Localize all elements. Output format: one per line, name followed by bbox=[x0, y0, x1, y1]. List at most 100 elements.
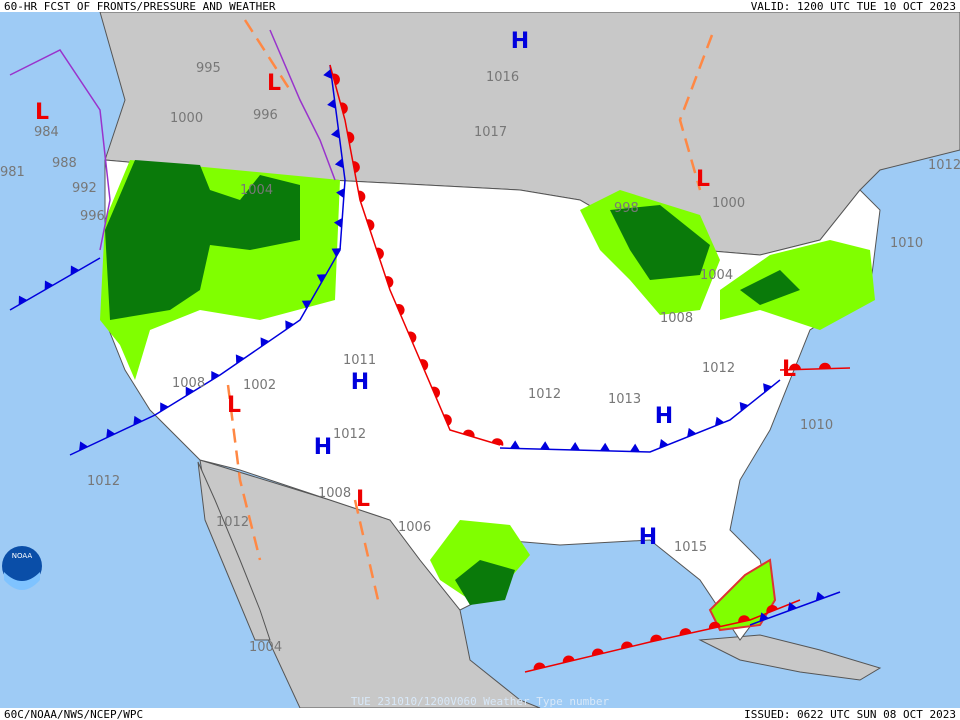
cold-front-symbol bbox=[815, 591, 826, 601]
warm-front-symbol bbox=[332, 73, 340, 86]
cold-front-symbol bbox=[79, 441, 89, 451]
cold-front-symbol bbox=[211, 370, 220, 381]
isobar-label: 1008 bbox=[660, 311, 693, 326]
warm-front-symbol bbox=[347, 131, 355, 144]
footer-left: 60C/NOAA/NWS/NCEP/WPC bbox=[4, 708, 143, 720]
pressure-center: L bbox=[356, 487, 370, 512]
troughs bbox=[226, 19, 714, 601]
warm-front-symbol bbox=[443, 414, 452, 426]
warm-front-symbol bbox=[562, 655, 575, 663]
pressure-center: L bbox=[696, 167, 710, 192]
cold-front-symbol bbox=[70, 265, 80, 275]
cold-front-symbol bbox=[44, 280, 54, 290]
cold-front bbox=[9, 257, 101, 311]
occluded-front bbox=[9, 49, 111, 251]
cold-front-symbol bbox=[327, 98, 336, 109]
isobar-label: 1010 bbox=[890, 236, 923, 251]
occluded-front bbox=[269, 29, 336, 181]
cold-front-symbol bbox=[569, 442, 580, 451]
warm-front-symbol bbox=[431, 386, 441, 399]
isobar-label: 1004 bbox=[240, 183, 273, 198]
cold-front-symbol bbox=[316, 274, 327, 283]
isobar-label: 1012 bbox=[528, 387, 561, 402]
pressure-center: H bbox=[511, 29, 529, 54]
warm-front-symbol bbox=[352, 161, 360, 174]
cold-front-symbol bbox=[629, 443, 640, 452]
cold-front-symbol bbox=[235, 354, 245, 364]
warm-front-symbol bbox=[491, 438, 504, 446]
cold-front-symbol bbox=[133, 415, 143, 426]
warm-front-symbol bbox=[708, 621, 721, 630]
cold-front-symbol bbox=[759, 612, 769, 622]
baja bbox=[197, 461, 271, 641]
warm-front-symbol bbox=[408, 331, 417, 344]
isobar-label: 1008 bbox=[318, 486, 351, 501]
labels: H H H H H L L L L L L 995 1000 984 988 992 996 981 996 1016… bbox=[0, 29, 960, 655]
cold-front-symbol bbox=[285, 320, 294, 330]
cuba bbox=[698, 634, 882, 681]
warm-front-symbol bbox=[621, 641, 633, 649]
isobar-label: 981 bbox=[0, 165, 25, 180]
isobar-label: 984 bbox=[34, 125, 59, 140]
isobar-label: 1012 bbox=[333, 427, 366, 442]
isobar-label: 1017 bbox=[474, 125, 507, 140]
pressure-center: L bbox=[267, 71, 281, 96]
stationary-front bbox=[499, 379, 781, 453]
warm-front-symbol bbox=[738, 615, 751, 623]
cold-front-symbol bbox=[787, 601, 797, 612]
cold-front-symbol bbox=[739, 402, 749, 412]
cold-front-symbol bbox=[323, 69, 332, 80]
cold-front-symbol bbox=[714, 416, 725, 427]
isobar-label: 1012 bbox=[702, 361, 735, 376]
warm-front-symbol bbox=[462, 429, 475, 438]
warm-front bbox=[524, 599, 801, 673]
footer-center: TUE 231010/1200V060 Weather Type number bbox=[351, 695, 610, 708]
isobar-label: 1011 bbox=[343, 353, 376, 368]
isobar-label: 1013 bbox=[608, 392, 641, 407]
warm-front-symbol bbox=[340, 102, 348, 115]
isobar-label: 996 bbox=[253, 108, 278, 123]
cold-front-symbol bbox=[659, 439, 669, 449]
cold-front-symbol bbox=[331, 248, 342, 257]
isobar-label: 1010 bbox=[800, 418, 833, 433]
cold-front-symbol bbox=[336, 188, 345, 199]
isobar-label: 1000 bbox=[170, 111, 203, 126]
isobar-label: 1004 bbox=[700, 268, 733, 283]
warm-front-symbol bbox=[358, 190, 366, 203]
cold-front-symbol bbox=[106, 428, 116, 438]
cold-front-symbol bbox=[539, 441, 550, 450]
cold-front-symbol bbox=[18, 295, 28, 305]
isobar-label: 996 bbox=[80, 209, 105, 224]
cold-front-symbol bbox=[260, 337, 270, 347]
header-bar bbox=[0, 0, 960, 12]
footer-bar bbox=[0, 708, 960, 720]
cold-front bbox=[69, 64, 346, 456]
footer-right: ISSUED: 0622 UTC SUN 08 OCT 2023 bbox=[744, 708, 956, 720]
pressure-center: H bbox=[314, 435, 332, 460]
pressure-center: L bbox=[782, 357, 796, 382]
warm-front-symbol bbox=[419, 359, 429, 371]
cold-front-symbol bbox=[763, 383, 772, 393]
cold-front-symbol bbox=[185, 386, 195, 397]
isobar-label: 988 bbox=[52, 156, 77, 171]
pressure-center: H bbox=[655, 404, 673, 429]
precip-areas bbox=[100, 160, 875, 632]
warm-front-symbol bbox=[766, 605, 778, 614]
isobar-label: 1006 bbox=[398, 520, 431, 535]
isobar-label: 992 bbox=[72, 181, 97, 196]
warm-front-symbol bbox=[396, 303, 405, 316]
isobar-label: 1012 bbox=[87, 474, 120, 489]
warm-front-symbol bbox=[788, 363, 801, 370]
warm-front-symbol bbox=[376, 247, 384, 260]
warm-front-symbol bbox=[533, 662, 546, 670]
warm-front-symbol bbox=[679, 628, 692, 636]
fronts bbox=[9, 19, 851, 673]
isobar-label: 1015 bbox=[674, 540, 707, 555]
warm-front-symbol bbox=[385, 276, 394, 288]
cold-front-symbol bbox=[333, 218, 343, 229]
isobar-label: 995 bbox=[196, 61, 221, 76]
warm-front-symbol bbox=[366, 219, 375, 231]
isobar-label: 1012 bbox=[928, 158, 960, 173]
warm-front-symbol bbox=[650, 634, 663, 642]
